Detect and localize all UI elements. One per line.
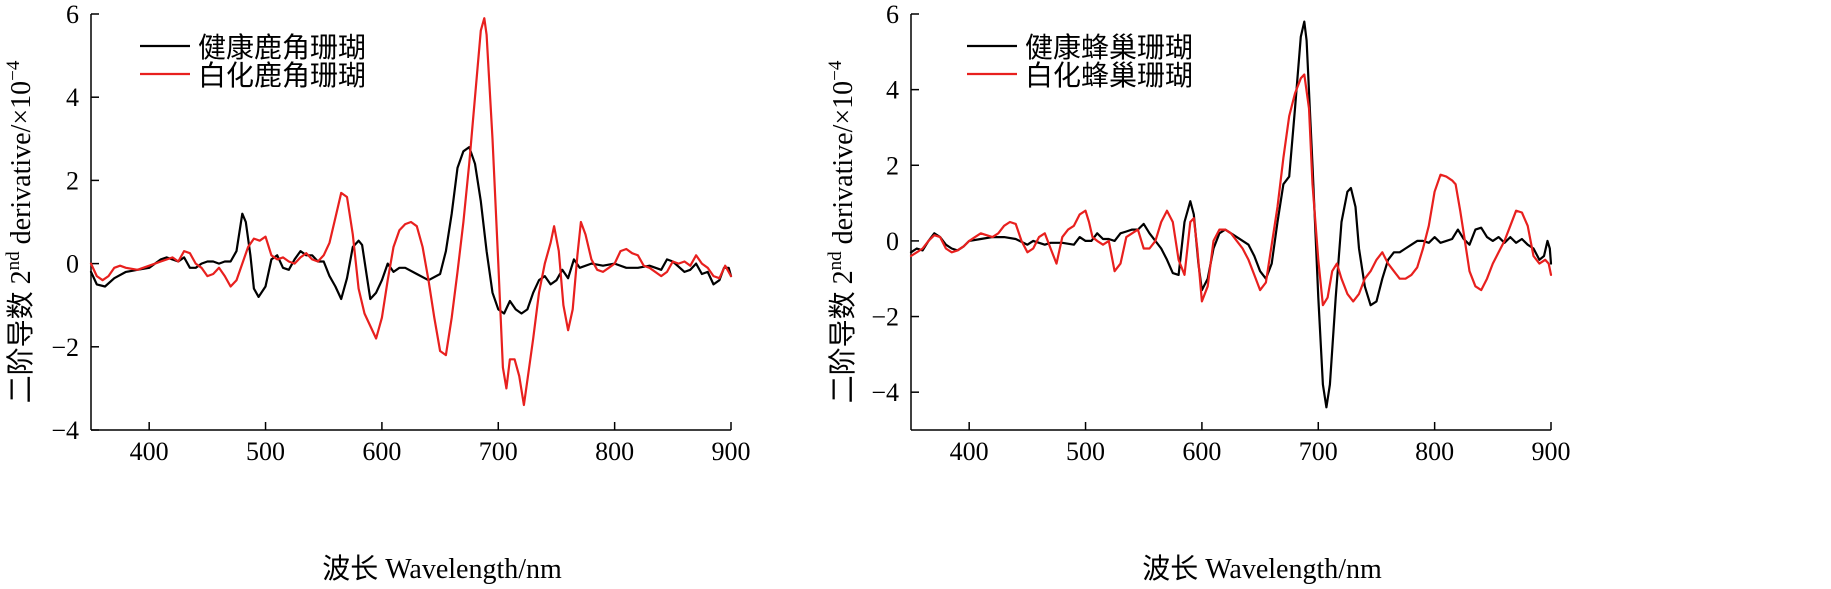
y-axis-label-superscript: −4: [3, 60, 24, 81]
x-tick-label: 400: [950, 437, 989, 466]
x-tick-label: 500: [1066, 437, 1105, 466]
x-tick-label: 700: [479, 437, 518, 466]
x-tick-label: 900: [712, 437, 751, 466]
y-axis-label: 二阶导数 2nd derivative/×10−4: [825, 60, 859, 403]
y-axis-label: 二阶导数 2nd derivative/×10−4: [3, 60, 37, 403]
x-tick-label: 800: [595, 437, 634, 466]
y-tick-label: 2: [66, 166, 79, 195]
y-tick-label: −4: [871, 378, 899, 407]
series-line-0: [909, 20, 1553, 409]
y-axis-label-text: derivative/×10: [828, 81, 859, 252]
x-tick-label: 600: [362, 437, 401, 466]
y-axis-label-text: 二阶导数 2: [5, 270, 37, 403]
x-tick-label: 500: [246, 437, 285, 466]
y-tick-label: 0: [886, 227, 899, 256]
y-tick-label: 4: [886, 76, 899, 105]
series-line-1: [909, 73, 1553, 307]
legend-entry: 白化鹿角珊瑚: [198, 60, 366, 92]
y-tick-label: −2: [51, 333, 79, 362]
y-tick-label: 6: [886, 0, 899, 29]
y-axis-label-superscript: nd: [825, 251, 846, 271]
y-axis-label-text: derivative/×10: [6, 81, 37, 252]
y-axis-label-superscript: −4: [825, 60, 846, 81]
legend-entry: 健康蜂巢珊瑚: [1025, 32, 1193, 64]
y-axis-label-text: 二阶导数 2: [827, 270, 859, 403]
y-tick-label: −4: [51, 416, 79, 445]
y-tick-label: 0: [66, 250, 79, 279]
legend-entry: 健康鹿角珊瑚: [198, 32, 366, 64]
y-tick-label: 2: [886, 151, 899, 180]
x-tick-label: 800: [1415, 437, 1454, 466]
series-line-1: [89, 17, 733, 407]
y-tick-label: 6: [66, 0, 79, 29]
series-line-0: [89, 146, 733, 315]
x-tick-label: 900: [1532, 437, 1571, 466]
x-axis-label: 波长 Wavelength/nm: [1142, 553, 1382, 585]
chart-panel-left: −4 −2 0 2 4 6 400 500 600 700 800 900 波长 Wavelength/…: [3, 0, 751, 585]
chart-panel-right: −4 −2 0 2 4 6 400 500 600 700 800 900 波长 Wavelength/…: [825, 0, 1571, 585]
x-tick-label: 700: [1299, 437, 1338, 466]
x-axis-label: 波长 Wavelength/nm: [322, 553, 562, 585]
y-tick-label: 4: [66, 83, 79, 112]
x-tick-label: 400: [130, 437, 169, 466]
y-axis-label-superscript: nd: [3, 251, 24, 271]
y-tick-label: −2: [871, 303, 899, 332]
legend-entry: 白化蜂巢珊瑚: [1025, 60, 1193, 92]
x-tick-label: 600: [1182, 437, 1221, 466]
